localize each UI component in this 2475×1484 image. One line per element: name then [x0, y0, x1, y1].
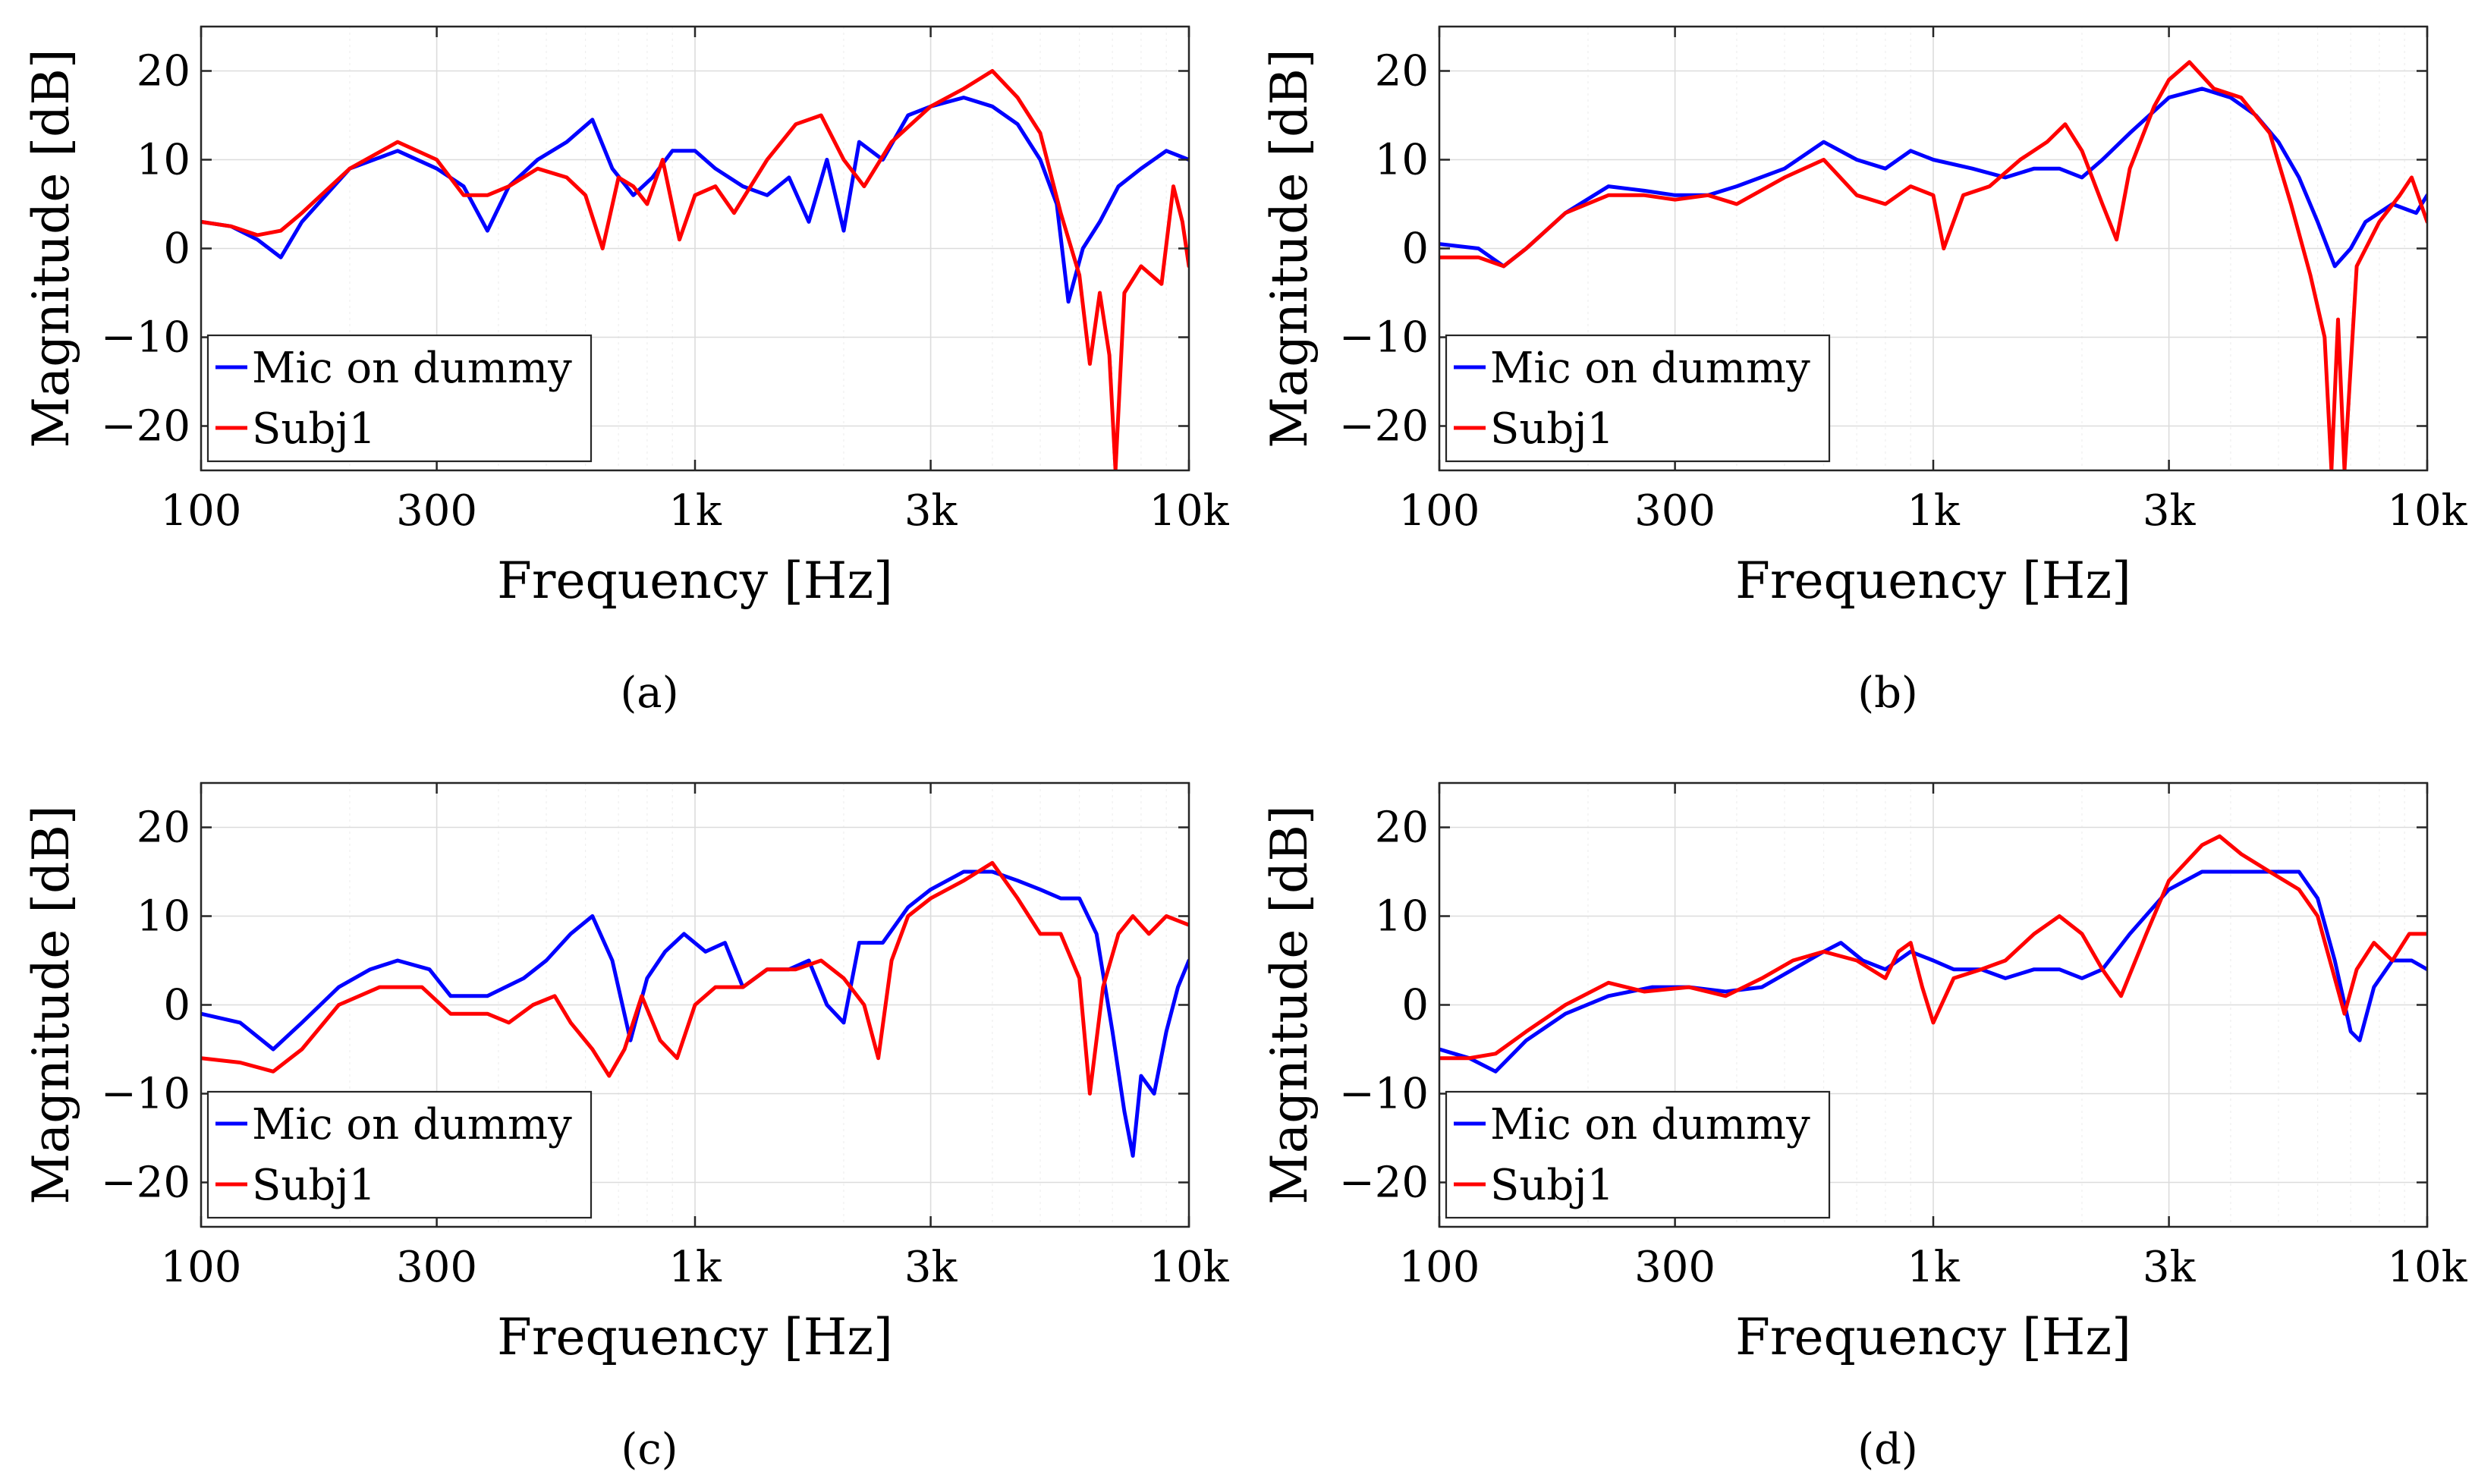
legend-label-mic-on-dummy: Mic on dummy — [252, 344, 572, 393]
y-tick-label: −10 — [1339, 1070, 1429, 1119]
x-tick-label: 1k — [1907, 486, 1961, 536]
y-tick-label: 0 — [163, 225, 190, 274]
y-axis-label: Magnitude [dB] — [1260, 49, 1319, 448]
series-line-subj1 — [201, 860, 1189, 1096]
x-tick-label: 10k — [2387, 1243, 2467, 1292]
series-group — [201, 860, 1189, 1158]
x-tick-label: 300 — [1634, 486, 1716, 536]
x-tick-label: 10k — [1149, 1243, 1229, 1292]
legend-box — [1445, 1090, 1831, 1219]
legend-label-subj1: Subj1 — [252, 1161, 376, 1210]
x-tick-label: 3k — [2143, 1243, 2197, 1292]
x-tick-label: 300 — [396, 486, 477, 536]
x-tick-label: 100 — [1399, 1243, 1480, 1292]
panel-caption: (c) — [621, 1425, 678, 1474]
x-tick-label: 100 — [161, 486, 242, 536]
legend-box — [206, 334, 593, 463]
panel-c: 100 300 1k 3k 10k −20 −10 0 10 20 Frequency [Hz] Ma… — [22, 781, 1230, 1474]
x-tick-label: 100 — [161, 1243, 242, 1292]
y-tick-label: 20 — [137, 47, 190, 96]
y-tick-label: 20 — [1375, 47, 1429, 96]
y-tick-label: −20 — [101, 1159, 190, 1208]
y-tick-label: −20 — [101, 402, 190, 451]
y-axis-label: Magnitude [dB] — [22, 49, 80, 448]
series-line-subj1 — [1439, 60, 2427, 470]
legend: Mic on dummy Subj1 — [1445, 334, 1831, 463]
x-tick-label: 300 — [396, 1243, 477, 1292]
x-axis-label: Frequency [Hz] — [1735, 552, 2131, 610]
x-axis-label: Frequency [Hz] — [1735, 1308, 2131, 1366]
y-tick-label: 0 — [163, 981, 190, 1030]
y-tick-label: 10 — [1375, 892, 1429, 942]
legend-label-mic-on-dummy: Mic on dummy — [1490, 1100, 1810, 1149]
x-tick-label: 3k — [2143, 486, 2197, 536]
legend-label-subj1: Subj1 — [252, 404, 376, 454]
series-group — [1439, 60, 2427, 470]
series-line-mic-on-dummy — [201, 96, 1189, 304]
x-tick-label: 100 — [1399, 486, 1480, 536]
x-axis-label: Frequency [Hz] — [497, 1308, 893, 1366]
legend-label-subj1: Subj1 — [1490, 404, 1614, 454]
panel-b: 100 300 1k 3k 10k −20 −10 0 10 20 Frequency [Hz] Ma… — [1260, 25, 2468, 718]
series-group — [1439, 834, 2427, 1074]
x-tick-label: 10k — [1149, 486, 1229, 536]
legend-label-subj1: Subj1 — [1490, 1161, 1614, 1210]
x-tick-label: 10k — [2387, 486, 2467, 536]
panel-d: 100 300 1k 3k 10k −20 −10 0 10 20 Frequency [Hz] Ma… — [1260, 781, 2468, 1474]
y-tick-label: −20 — [1339, 1159, 1429, 1208]
y-tick-label: 10 — [137, 136, 190, 185]
panel-a: 100 300 1k 3k 10k −20 −10 0 10 20 Frequency [Hz] Ma… — [22, 25, 1230, 718]
legend-label-mic-on-dummy: Mic on dummy — [1490, 344, 1810, 393]
x-tick-label: 300 — [1634, 1243, 1716, 1292]
legend-box — [1445, 334, 1831, 463]
x-tick-label: 1k — [668, 486, 722, 536]
x-tick-label: 1k — [1907, 1243, 1961, 1292]
y-tick-label: −10 — [101, 1070, 190, 1119]
y-axis-label: Magnitude [dB] — [22, 805, 80, 1204]
x-tick-label: 3k — [904, 1243, 958, 1292]
legend: Mic on dummy Subj1 — [1445, 1090, 1831, 1219]
y-tick-label: 0 — [1401, 225, 1429, 274]
y-tick-label: 20 — [1375, 803, 1429, 853]
y-tick-label: 10 — [1375, 136, 1429, 185]
y-tick-label: 20 — [137, 803, 190, 853]
y-tick-label: −20 — [1339, 402, 1429, 451]
y-tick-label: −10 — [1339, 313, 1429, 363]
x-tick-label: 1k — [668, 1243, 722, 1292]
y-tick-label: −10 — [101, 313, 190, 363]
legend: Mic on dummy Subj1 — [206, 1090, 593, 1219]
series-line-mic-on-dummy — [1439, 86, 2427, 269]
series-line-subj1 — [201, 69, 1189, 470]
y-tick-label: 10 — [137, 892, 190, 942]
series-group — [201, 69, 1189, 470]
panel-caption: (b) — [1857, 668, 1918, 718]
y-tick-label: 0 — [1401, 981, 1429, 1030]
series-line-mic-on-dummy — [1439, 869, 2427, 1074]
y-axis-label: Magnitude [dB] — [1260, 805, 1319, 1204]
x-tick-label: 3k — [904, 486, 958, 536]
legend: Mic on dummy Subj1 — [206, 334, 593, 463]
legend-box — [206, 1090, 593, 1219]
panel-caption: (a) — [620, 668, 678, 718]
legend-label-mic-on-dummy: Mic on dummy — [252, 1100, 572, 1149]
panel-caption: (d) — [1857, 1425, 1918, 1474]
x-axis-label: Frequency [Hz] — [497, 552, 893, 610]
series-line-subj1 — [1439, 834, 2427, 1061]
